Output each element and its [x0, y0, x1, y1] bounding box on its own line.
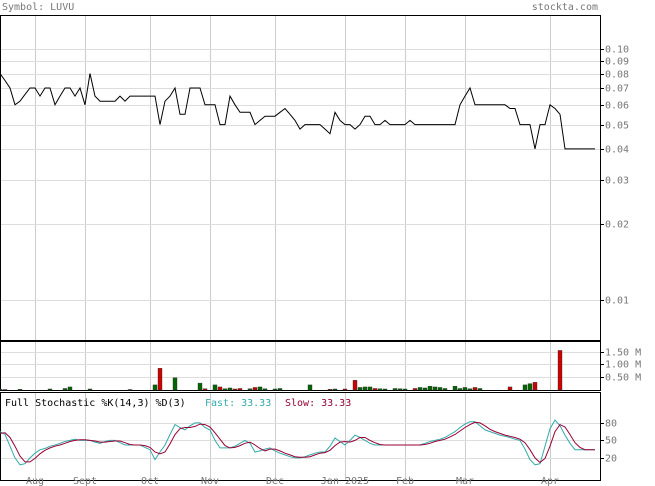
volume-bar	[342, 388, 348, 391]
volume-bar	[212, 384, 218, 391]
volume-bar	[47, 388, 53, 391]
volume-bar	[367, 386, 373, 391]
volume-bar	[372, 388, 378, 391]
volume-bar	[87, 388, 93, 391]
volume-bar	[462, 387, 468, 391]
volume-bar	[0, 389, 3, 391]
y-tick-label: 0.03	[605, 176, 629, 187]
x-tick-label: Aug	[26, 476, 44, 486]
volume-bar	[67, 386, 73, 391]
volume-bar	[327, 389, 333, 391]
volume-bar	[152, 384, 158, 391]
y-tick-label: 0.50 M	[605, 373, 641, 384]
volume-bar	[222, 388, 228, 391]
x-tick-label: Feb	[396, 476, 414, 486]
x-tick-label: Sept	[73, 476, 97, 486]
stochastic-line	[0, 419, 595, 466]
volume-bar	[467, 388, 473, 391]
x-tick-label: Nov	[201, 476, 219, 486]
volume-bar	[2, 389, 8, 391]
volume-bar	[62, 388, 68, 391]
volume-bar	[252, 387, 258, 391]
volume-bar	[202, 388, 208, 391]
volume-bar	[507, 386, 513, 391]
y-tick-label: 0.01	[605, 296, 629, 307]
y-tick-label: 20	[605, 454, 617, 465]
volume-bar	[377, 388, 383, 391]
legend-entry: Fast: 33.33	[205, 398, 271, 409]
panel	[0, 15, 601, 341]
x-tick-label: Apr	[541, 476, 559, 486]
price-line	[0, 73, 595, 150]
volume-bar	[477, 388, 483, 391]
volume-bar	[422, 387, 428, 391]
site: stockta.com	[532, 2, 598, 13]
volume-bar	[362, 386, 368, 391]
y-tick-label: 0.05	[605, 121, 629, 132]
volume-bar	[432, 386, 438, 391]
volume-bar	[332, 388, 338, 391]
y-tick-label: 0.04	[605, 145, 629, 156]
volume-bar	[397, 388, 403, 391]
volume-bar	[382, 388, 388, 391]
volume-bar	[417, 387, 423, 391]
volume-bar	[357, 387, 363, 391]
volume-bar	[257, 386, 263, 391]
y-tick-label: 80	[605, 419, 617, 430]
volume-bar	[277, 388, 283, 391]
volume-bar	[427, 385, 433, 391]
volume-bar	[412, 388, 418, 391]
indicator-title: Full Stochastic %K(14,3) %D(3)	[5, 398, 186, 409]
volume-bar	[522, 384, 528, 391]
y-tick-label: 0.10	[605, 45, 629, 56]
volume-bar	[247, 388, 253, 391]
volume-bar	[127, 389, 133, 391]
volume-bar	[197, 382, 203, 391]
volume-bar	[532, 382, 538, 391]
volume-bar	[472, 387, 478, 391]
volume-bar	[232, 388, 238, 391]
stochastic-line	[0, 421, 595, 464]
volume-bar	[442, 388, 448, 391]
y-tick-label: 0.06	[605, 101, 629, 112]
panel	[0, 341, 601, 391]
y-tick-label: 0.02	[605, 220, 629, 231]
volume-bar	[237, 388, 243, 391]
volume-bar	[227, 387, 233, 391]
volume-bar	[172, 377, 178, 391]
volume-bar	[272, 388, 278, 391]
x-tick-label: Mar	[456, 476, 474, 486]
volume-bar	[527, 383, 533, 391]
panel	[0, 392, 601, 481]
volume-bar	[17, 389, 23, 391]
volume-bar	[157, 368, 163, 391]
volume-bar	[457, 388, 463, 391]
volume-bar	[217, 386, 223, 391]
volume-bar	[452, 385, 458, 391]
volume-bar	[557, 350, 563, 391]
volume-bar	[352, 380, 358, 391]
y-tick-label: 50	[605, 436, 617, 447]
y-tick-label: 0.07	[605, 84, 629, 95]
legend-entry: Slow: 33.33	[285, 398, 351, 409]
y-tick-label: 1.00 M	[605, 360, 641, 371]
y-tick-label: 0.08	[605, 70, 629, 81]
x-tick-label: Oct	[141, 476, 159, 486]
volume-bar	[402, 388, 408, 391]
volume-bar	[392, 388, 398, 391]
x-tick-label: Dec	[266, 476, 284, 486]
symbol: Symbol: LUVU	[2, 2, 74, 13]
x-tick-label: Jan 2025	[321, 476, 369, 486]
volume-bar	[437, 387, 443, 391]
volume-bar	[262, 388, 268, 391]
y-tick-label: 0.09	[605, 57, 629, 68]
y-tick-label: 1.50 M	[605, 348, 641, 359]
volume-bar	[307, 384, 313, 391]
